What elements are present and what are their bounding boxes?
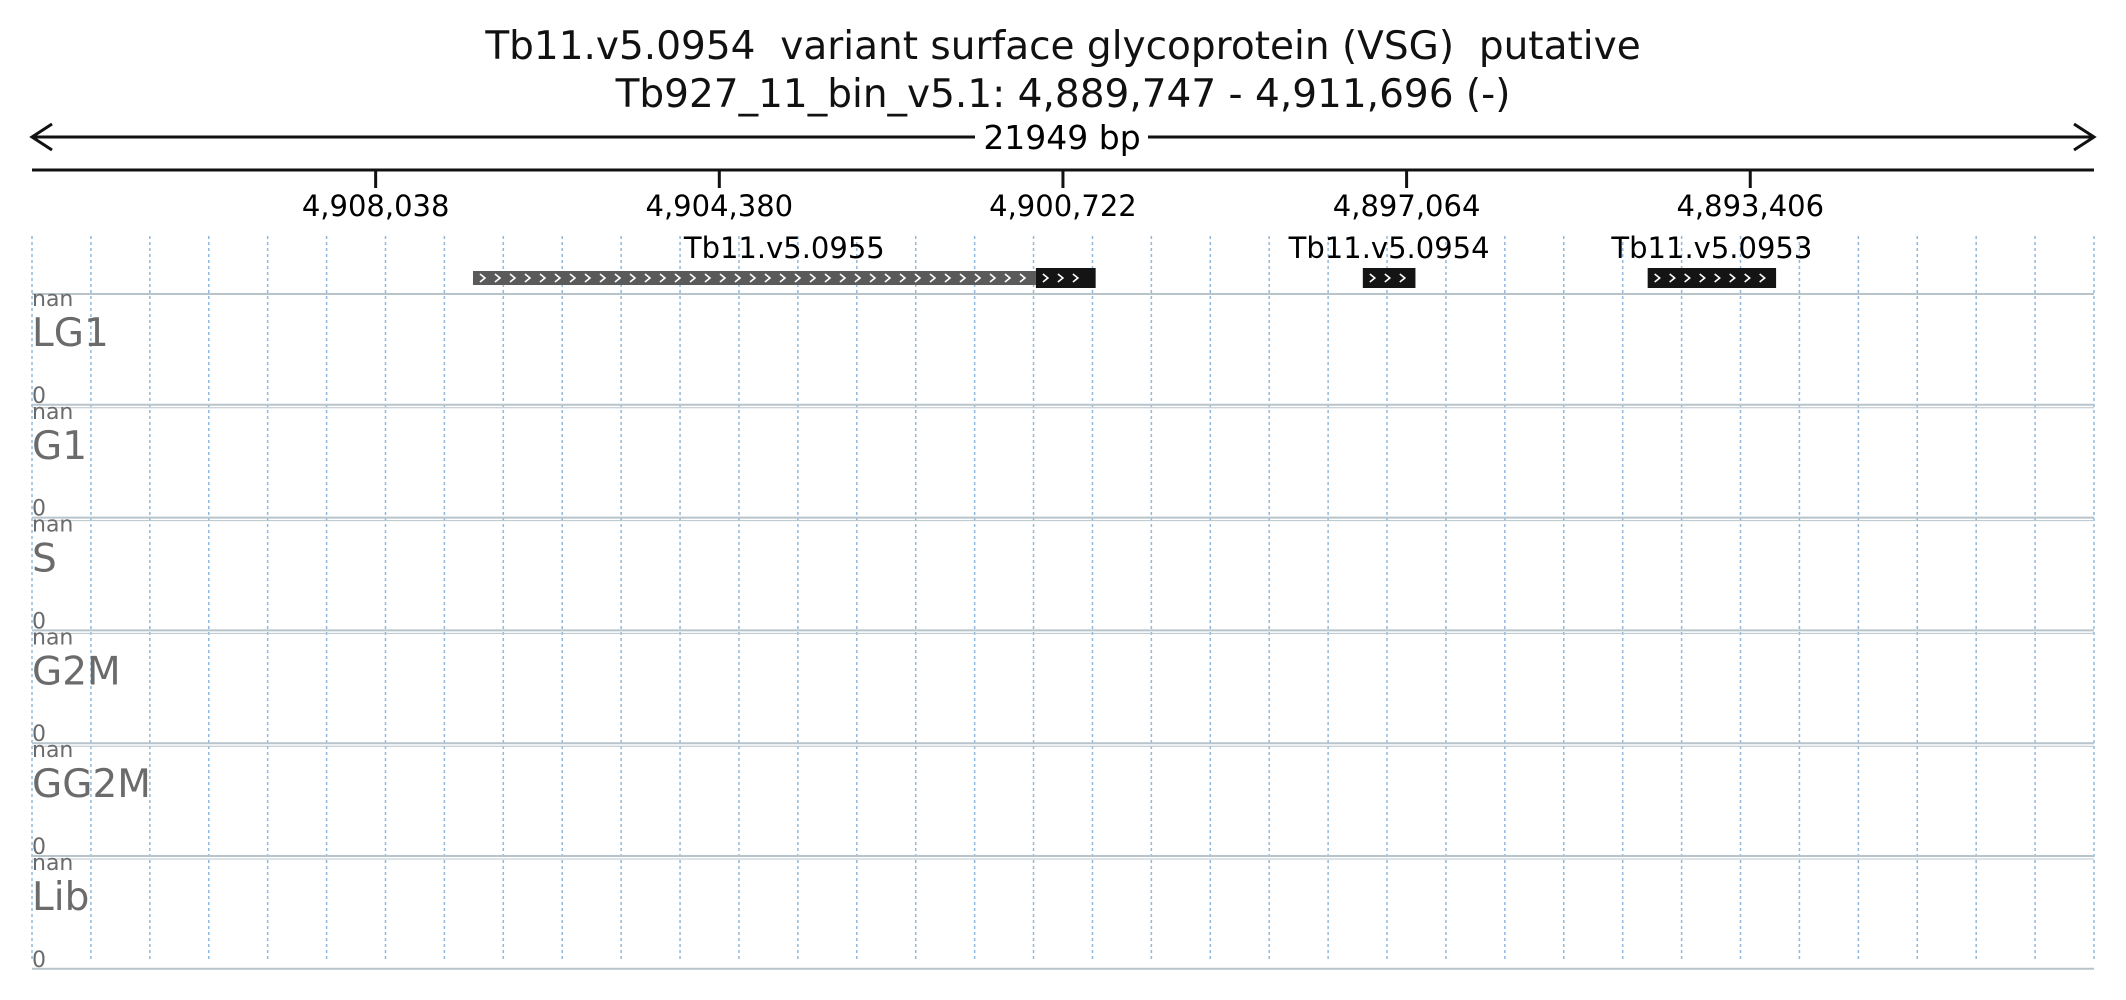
strand-chevron bbox=[884, 273, 892, 283]
span-arrow: 21949 bp bbox=[29, 118, 2097, 157]
strand-chevron bbox=[944, 273, 952, 283]
strand-chevron bbox=[1654, 273, 1661, 283]
ruler-tick-label: 4,900,722 bbox=[989, 189, 1137, 223]
ruler-tick-label: 4,908,038 bbox=[302, 189, 450, 223]
track-name: G1 bbox=[32, 424, 87, 469]
gene-label: Tb11.v5.0955 bbox=[683, 231, 885, 265]
span-arrow-right-head bbox=[2073, 122, 2097, 152]
track-name: GG2M bbox=[32, 762, 151, 807]
strand-chevron bbox=[1744, 273, 1751, 283]
gene-feature[interactable]: Tb11.v5.0955 bbox=[472, 231, 1096, 288]
strand-chevron bbox=[1729, 273, 1736, 283]
track-max-label: nan bbox=[32, 287, 73, 312]
grid-lines bbox=[31, 236, 2095, 962]
strand-chevron bbox=[1684, 273, 1691, 283]
strand-chevron bbox=[1042, 273, 1050, 283]
strand-chevron bbox=[524, 273, 532, 283]
track-max-label: nan bbox=[32, 400, 73, 425]
strand-chevron bbox=[824, 273, 832, 283]
strand-chevron bbox=[854, 273, 862, 283]
strand-chevron bbox=[704, 273, 712, 283]
strand-chevron bbox=[509, 273, 517, 283]
strand-chevron bbox=[869, 273, 877, 283]
strand-chevron bbox=[1759, 273, 1766, 283]
gene-feature[interactable]: Tb11.v5.0954 bbox=[1288, 231, 1490, 288]
strand-chevron bbox=[959, 273, 967, 283]
strand-chevron bbox=[1384, 273, 1392, 283]
strand-chevron bbox=[899, 273, 907, 283]
track-name: S bbox=[32, 537, 57, 582]
ruler-tick-label: 4,904,380 bbox=[646, 189, 794, 223]
track-min-label: 0 bbox=[32, 609, 46, 634]
strand-chevron bbox=[614, 273, 622, 283]
strand-chevron bbox=[974, 273, 982, 283]
span-length-label: 21949 bp bbox=[983, 118, 1140, 157]
track-min-label: 0 bbox=[32, 835, 46, 860]
strand-chevron bbox=[1399, 273, 1407, 283]
track-name: G2M bbox=[32, 649, 121, 694]
strand-chevron bbox=[1669, 273, 1676, 283]
location-title: Tb927_11_bin_v5.1: 4,889,747 - 4,911,696… bbox=[615, 72, 1511, 117]
strand-chevron bbox=[794, 273, 802, 283]
track-max-label: nan bbox=[32, 513, 73, 538]
gene-feature[interactable]: Tb11.v5.0953 bbox=[1610, 231, 1812, 288]
strand-chevron bbox=[1057, 273, 1065, 283]
strand-chevron bbox=[734, 273, 742, 283]
gene-cds bbox=[1647, 268, 1777, 288]
strand-chevron bbox=[1369, 273, 1377, 283]
strand-chevron bbox=[599, 273, 607, 283]
strand-chevron bbox=[1714, 273, 1721, 283]
track-max-label: nan bbox=[32, 625, 73, 650]
strand-chevron bbox=[989, 273, 997, 283]
strand-chevron bbox=[809, 273, 817, 283]
strand-chevron bbox=[494, 273, 502, 283]
strand-chevron bbox=[629, 273, 637, 283]
track-min-label: 0 bbox=[32, 497, 46, 522]
strand-chevron bbox=[929, 273, 937, 283]
strand-chevron bbox=[554, 273, 562, 283]
gene-label: Tb11.v5.0954 bbox=[1288, 231, 1490, 265]
strand-chevron bbox=[584, 273, 592, 283]
track-max-label: nan bbox=[32, 738, 73, 763]
strand-chevron bbox=[674, 273, 682, 283]
strand-chevron bbox=[1699, 273, 1706, 283]
strand-chevron bbox=[689, 273, 697, 283]
ruler-tick-label: 4,893,406 bbox=[1676, 189, 1824, 223]
track-min-label: 0 bbox=[32, 948, 46, 973]
strand-chevron bbox=[1004, 273, 1012, 283]
gene-label: Tb11.v5.0953 bbox=[1610, 231, 1812, 265]
strand-chevron bbox=[779, 273, 787, 283]
strand-chevron bbox=[1072, 273, 1080, 283]
strand-chevron bbox=[914, 273, 922, 283]
gene-title: Tb11.v5.0954 variant surface glycoprotei… bbox=[485, 24, 1641, 69]
strand-chevron bbox=[749, 273, 757, 283]
strand-chevron bbox=[839, 273, 847, 283]
span-arrow-left-head bbox=[29, 122, 53, 152]
track-min-label: 0 bbox=[32, 384, 46, 409]
ruler-ticks: 4,908,038 4,904,380 4,900,722 4,897,064 4,89… bbox=[302, 170, 1824, 223]
strand-chevron bbox=[764, 273, 772, 283]
track-name: LG1 bbox=[32, 311, 109, 356]
strand-chevron bbox=[539, 273, 547, 283]
track-min-label: 0 bbox=[32, 722, 46, 747]
ruler-tick-label: 4,897,064 bbox=[1333, 189, 1481, 223]
strand-chevron bbox=[479, 273, 487, 283]
strand-chevron bbox=[569, 273, 577, 283]
gene-track: Tb11.v5.0955 Tb11.v5.0954 Tb11.v5.0953 bbox=[472, 231, 1812, 288]
strand-chevron bbox=[719, 273, 727, 283]
track-name: Lib bbox=[32, 875, 89, 920]
strand-chevron bbox=[1019, 273, 1027, 283]
strand-chevron bbox=[659, 273, 667, 283]
track-max-label: nan bbox=[32, 851, 73, 876]
gene-cds bbox=[1035, 268, 1096, 288]
strand-chevron bbox=[644, 273, 652, 283]
